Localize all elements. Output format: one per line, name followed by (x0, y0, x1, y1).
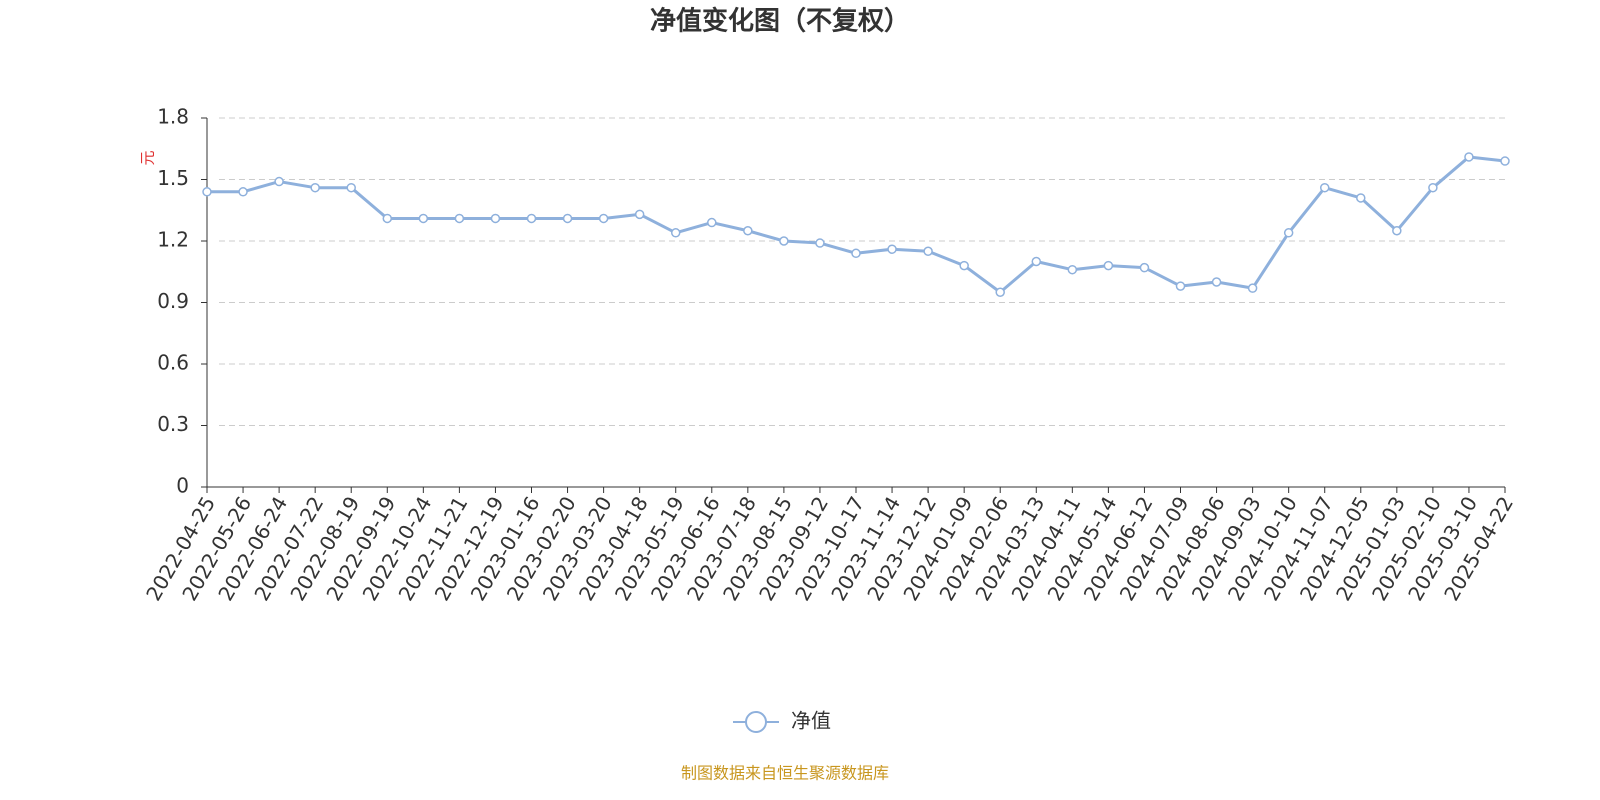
legend-label: 净值 (791, 709, 831, 733)
data-point (238, 187, 248, 197)
data-point (1031, 256, 1042, 267)
source-note: 制图数据来自恒生聚源数据库 (681, 764, 889, 783)
data-point (959, 260, 969, 271)
data-point (490, 213, 501, 224)
data-point (707, 217, 717, 228)
data-point (1103, 260, 1114, 271)
chart-title: 净值变化图（不复权） (650, 6, 910, 37)
y-tick-label: 0.6 (157, 351, 189, 375)
data-point (598, 213, 609, 224)
data-point (418, 213, 429, 224)
data-point (1139, 262, 1150, 273)
data-point (1464, 152, 1474, 162)
data-point (562, 213, 573, 224)
data-point (1356, 193, 1366, 203)
data-line (207, 155, 1506, 294)
data-point (1211, 277, 1222, 287)
data-point (995, 287, 1005, 297)
data-point (1319, 182, 1330, 193)
data-point (743, 226, 753, 236)
data-point (815, 238, 825, 248)
data-point (779, 236, 789, 246)
data-point (670, 228, 681, 238)
data-point (1247, 283, 1258, 293)
data-point (1500, 156, 1510, 166)
data-point (634, 209, 645, 220)
data-point (887, 244, 897, 254)
y-tick-label: 1.2 (157, 228, 189, 252)
data-point (454, 213, 465, 224)
y-tick-label: 0.3 (157, 412, 189, 436)
data-point (202, 187, 212, 197)
data-point (1175, 281, 1186, 291)
data-point (1067, 264, 1078, 275)
data-point (851, 248, 861, 259)
y-tick-label: 0 (176, 474, 189, 498)
y-tick-label: 1.5 (157, 166, 189, 190)
data-point (346, 182, 356, 193)
data-point (1392, 226, 1402, 236)
data-point (526, 213, 537, 224)
data-point (274, 176, 284, 187)
data-point (310, 182, 320, 193)
data-point (382, 213, 393, 224)
data-point (923, 246, 933, 256)
y-axis-label: 元 (139, 150, 157, 165)
y-tick-label: 0.9 (157, 289, 189, 313)
y-tick-label: 1.8 (157, 105, 189, 129)
data-point (1283, 228, 1294, 238)
data-point (1428, 182, 1438, 193)
legend-marker (745, 711, 767, 733)
